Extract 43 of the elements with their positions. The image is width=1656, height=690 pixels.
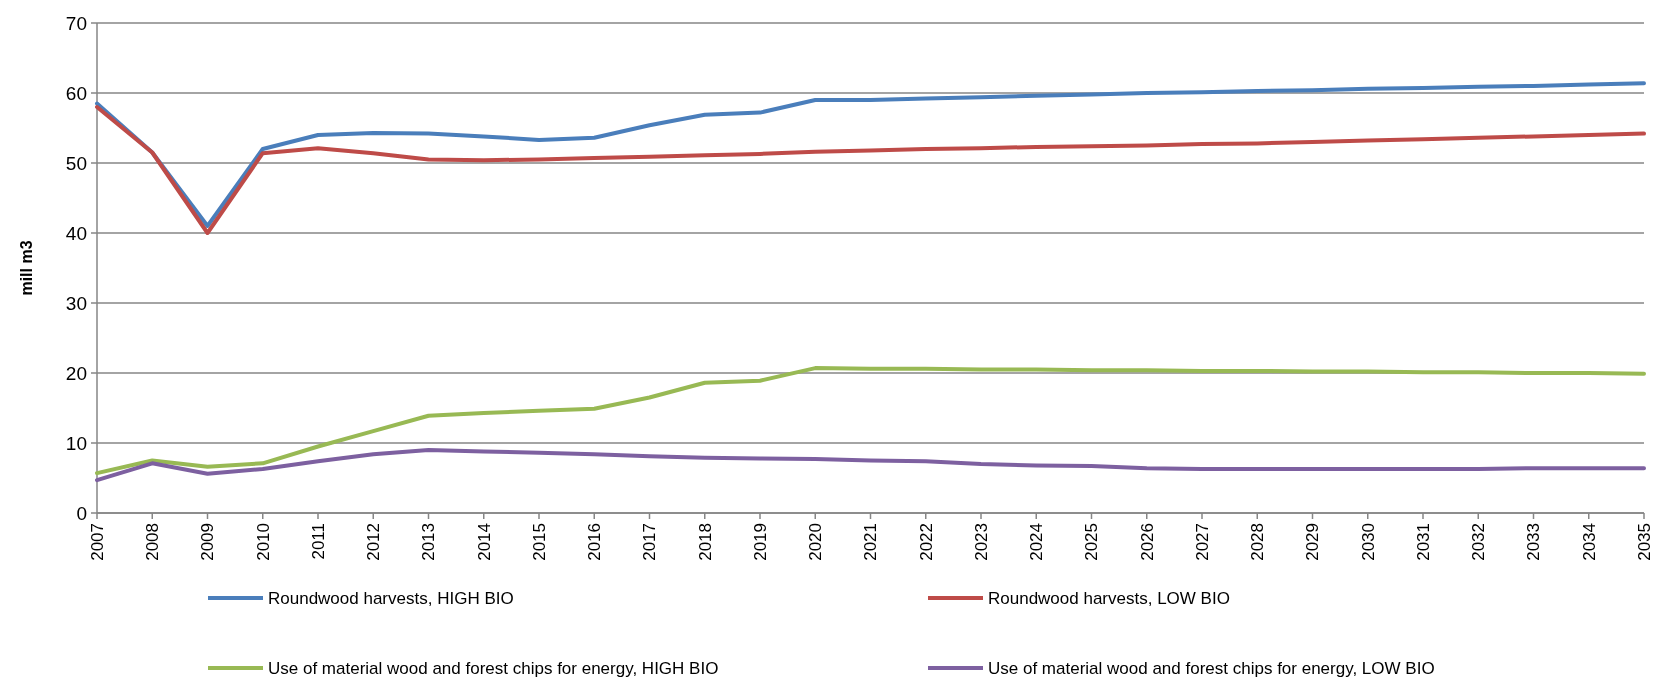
x-tick-label: 2011 (308, 523, 328, 560)
x-tick-label: 2030 (1358, 523, 1378, 561)
x-tick-label: 2032 (1469, 523, 1489, 561)
x-tick-label: 2019 (750, 523, 770, 561)
x-tick-label: 2025 (1082, 523, 1102, 561)
y-tick-label: 70 (65, 12, 87, 34)
x-tick-label: 2009 (198, 523, 218, 561)
y-tick-label: 10 (65, 432, 87, 454)
x-tick-label: 2034 (1579, 523, 1599, 561)
legend-label: Use of material wood and forest chips for energy, HIGH BIO (268, 659, 719, 678)
line-series (95, 448, 1646, 483)
x-tick-label: 2017 (640, 523, 660, 561)
y-tick-label: 50 (65, 152, 87, 174)
x-tick-label: 2012 (364, 523, 384, 561)
y-tick-label: 40 (65, 222, 87, 244)
legend-label: Use of material wood and forest chips for energy, LOW BIO (988, 659, 1435, 678)
x-tick-label: 2029 (1303, 523, 1323, 561)
legend-label: Roundwood harvests, LOW BIO (988, 589, 1230, 608)
y-tick-label: 0 (76, 502, 87, 524)
x-tick-label: 2016 (585, 523, 605, 561)
x-tick-label: 2033 (1524, 523, 1544, 561)
x-tick-label: 2018 (695, 523, 715, 561)
x-tick-label: 2023 (971, 523, 991, 561)
x-tick-label: 2010 (253, 523, 273, 561)
x-tick-label: 2026 (1137, 523, 1157, 561)
y-tick-label: 60 (65, 82, 87, 104)
x-tick-label: 2021 (861, 523, 881, 561)
x-tick-label: 2007 (87, 523, 107, 561)
x-tick-label: 2008 (143, 523, 163, 561)
x-tick-label: 2024 (1027, 523, 1047, 561)
x-tick-label: 2035 (1634, 523, 1654, 561)
x-tick-label: 2022 (916, 523, 936, 561)
x-tick-label: 2028 (1248, 523, 1268, 561)
x-tick-label: 2014 (474, 523, 494, 561)
x-tick-label: 2027 (1192, 523, 1212, 561)
y-axis-title: mill m3 (18, 240, 35, 296)
x-tick-label: 2020 (806, 523, 826, 561)
x-tick-label: 2031 (1413, 523, 1433, 561)
x-tick-label: 2015 (529, 523, 549, 561)
y-tick-label: 20 (65, 362, 87, 384)
legend-label: Roundwood harvests, HIGH BIO (268, 589, 514, 608)
y-tick-label: 30 (65, 292, 87, 314)
x-tick-label: 2013 (419, 523, 439, 561)
